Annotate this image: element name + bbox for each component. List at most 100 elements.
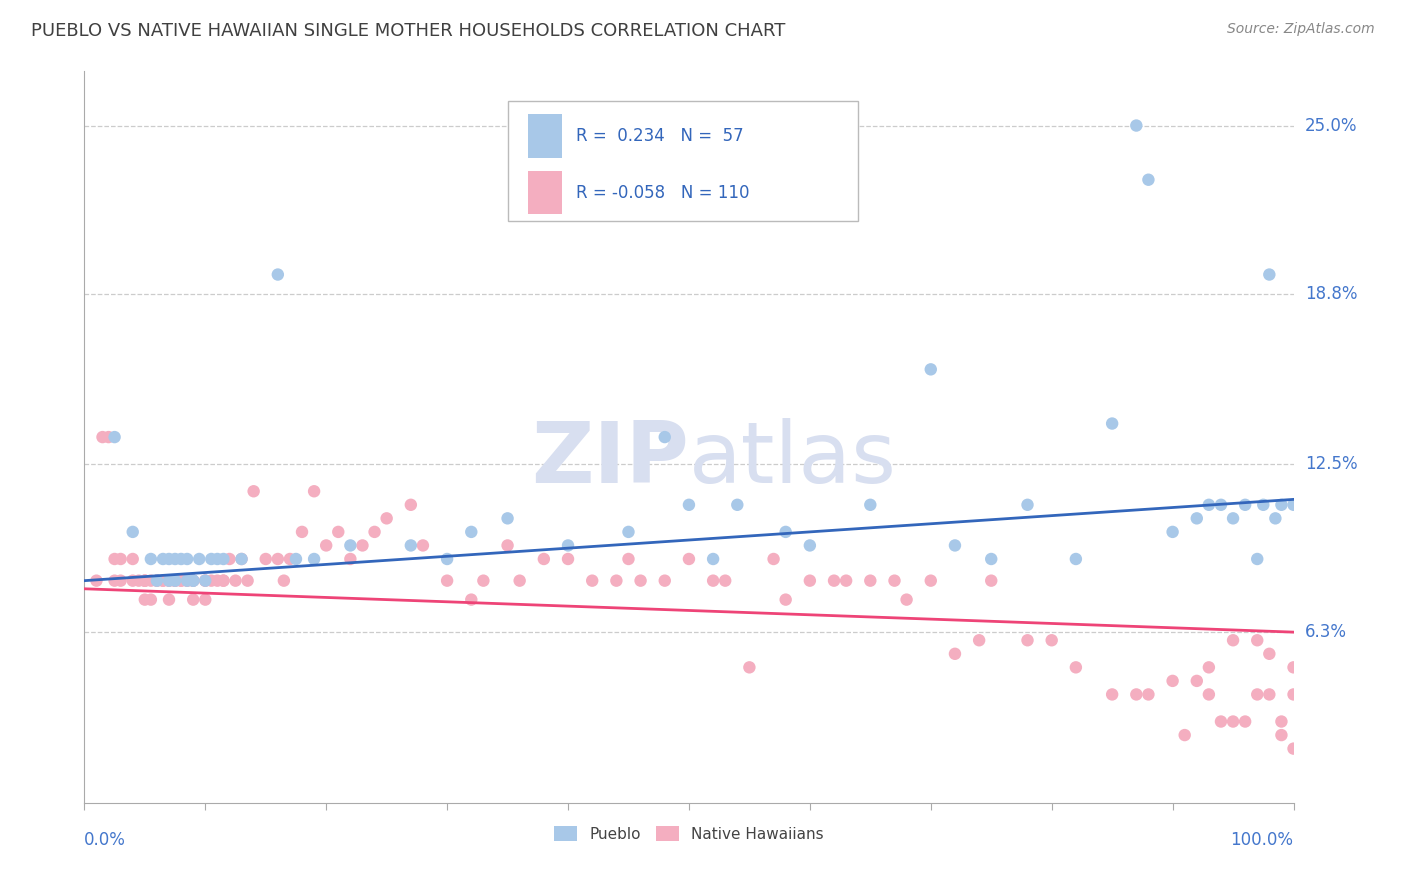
- Bar: [529, 114, 562, 158]
- Point: [194, 592, 217, 607]
- Point: [1198, 498, 1220, 512]
- Point: [157, 574, 180, 588]
- Point: [139, 592, 162, 607]
- Point: [702, 552, 724, 566]
- Point: [1246, 633, 1268, 648]
- Point: [980, 552, 1002, 566]
- Point: [605, 574, 627, 588]
- Point: [284, 552, 308, 566]
- Point: [146, 574, 169, 588]
- Text: 18.8%: 18.8%: [1305, 285, 1357, 302]
- Point: [725, 498, 748, 512]
- Point: [207, 552, 229, 566]
- Point: [799, 538, 821, 552]
- Point: [181, 574, 204, 588]
- Point: [152, 574, 174, 588]
- Point: [1125, 119, 1147, 133]
- Point: [165, 552, 187, 566]
- Point: [110, 552, 132, 566]
- Text: 12.5%: 12.5%: [1305, 455, 1357, 473]
- Point: [207, 574, 229, 588]
- Point: [1209, 714, 1232, 729]
- Point: [1017, 498, 1039, 512]
- Point: [1222, 633, 1244, 648]
- Point: [254, 552, 277, 566]
- Point: [775, 592, 797, 607]
- Point: [212, 574, 235, 588]
- Point: [200, 574, 222, 588]
- Text: 6.3%: 6.3%: [1305, 624, 1347, 641]
- Point: [231, 552, 253, 566]
- Point: [1209, 498, 1232, 512]
- Point: [200, 552, 222, 566]
- Point: [980, 574, 1002, 588]
- Point: [194, 574, 217, 588]
- Point: [1101, 417, 1123, 431]
- Point: [859, 498, 882, 512]
- Point: [1064, 660, 1087, 674]
- Point: [121, 524, 143, 539]
- Point: [152, 574, 174, 588]
- Point: [436, 552, 458, 566]
- Point: [1198, 660, 1220, 674]
- Point: [291, 524, 314, 539]
- Point: [496, 511, 519, 525]
- Point: [1161, 524, 1184, 539]
- Text: R = -0.058   N = 110: R = -0.058 N = 110: [576, 184, 749, 202]
- Point: [762, 552, 785, 566]
- Point: [218, 552, 240, 566]
- Point: [883, 574, 905, 588]
- Point: [176, 552, 198, 566]
- Point: [139, 552, 162, 566]
- Point: [1253, 498, 1275, 512]
- Point: [170, 574, 193, 588]
- Point: [581, 574, 603, 588]
- Point: [181, 574, 204, 588]
- Point: [302, 484, 325, 499]
- Point: [1222, 511, 1244, 525]
- Point: [1064, 552, 1087, 566]
- Point: [165, 574, 187, 588]
- Point: [236, 574, 259, 588]
- FancyBboxPatch shape: [508, 101, 858, 221]
- Point: [91, 430, 114, 444]
- Point: [702, 574, 724, 588]
- Text: 25.0%: 25.0%: [1305, 117, 1357, 135]
- Point: [1282, 741, 1305, 756]
- Text: Source: ZipAtlas.com: Source: ZipAtlas.com: [1227, 22, 1375, 37]
- Point: [104, 430, 127, 444]
- Point: [654, 430, 676, 444]
- Point: [194, 574, 217, 588]
- Point: [1125, 688, 1147, 702]
- Point: [1185, 673, 1208, 688]
- Point: [1234, 714, 1257, 729]
- Text: R =  0.234   N =  57: R = 0.234 N = 57: [576, 127, 744, 145]
- Point: [859, 574, 882, 588]
- Point: [738, 660, 761, 674]
- Point: [472, 574, 495, 588]
- Point: [943, 647, 966, 661]
- Point: [273, 574, 295, 588]
- Bar: [529, 171, 562, 214]
- Point: [1264, 511, 1286, 525]
- Point: [176, 574, 198, 588]
- Point: [1258, 688, 1281, 702]
- Point: [1282, 688, 1305, 702]
- Point: [146, 574, 169, 588]
- Text: ZIP: ZIP: [531, 417, 689, 500]
- Point: [157, 574, 180, 588]
- Point: [1270, 728, 1292, 742]
- Point: [225, 574, 247, 588]
- Point: [1246, 552, 1268, 566]
- Point: [460, 524, 482, 539]
- Point: [823, 574, 845, 588]
- Point: [1258, 647, 1281, 661]
- Text: 0.0%: 0.0%: [84, 830, 127, 848]
- Point: [152, 552, 174, 566]
- Text: PUEBLO VS NATIVE HAWAIIAN SINGLE MOTHER HOUSEHOLDS CORRELATION CHART: PUEBLO VS NATIVE HAWAIIAN SINGLE MOTHER …: [31, 22, 786, 40]
- Point: [170, 574, 193, 588]
- Point: [1101, 688, 1123, 702]
- Point: [181, 592, 204, 607]
- Point: [121, 574, 143, 588]
- Point: [1270, 498, 1292, 512]
